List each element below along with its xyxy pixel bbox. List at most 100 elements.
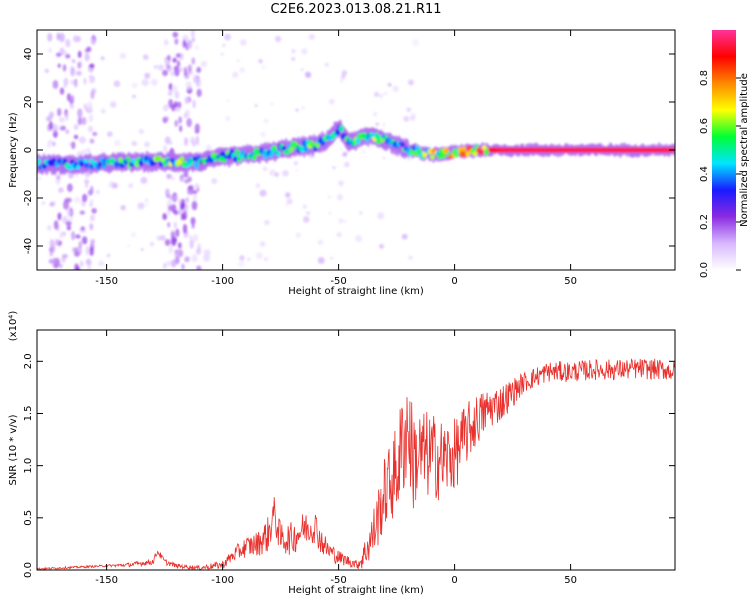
heatmap-ridge-cell (320, 139, 326, 146)
heatmap-noise-blob (177, 208, 182, 215)
heatmap-noise-blob (174, 38, 179, 45)
heatmap-noise-blob (176, 60, 181, 68)
heatmap-speckle (332, 166, 336, 170)
heatmap-speckle (344, 161, 350, 168)
heatmap-speckle (306, 211, 311, 215)
heatmap-noise-blob (191, 254, 198, 263)
colorbar-tick-label: 0.4 (699, 166, 710, 182)
snr-scale-label: (x10⁴) (8, 311, 19, 342)
heatmap-noise-blob (187, 40, 193, 49)
heatmap-ridge-cell (220, 151, 226, 157)
heatmap-ridge-cell (428, 148, 433, 155)
heatmap-y-tick-label: 20 (23, 96, 34, 109)
heatmap-speckle (387, 82, 392, 87)
heatmap-speckle (150, 78, 158, 86)
heatmap-ridge-cell (480, 149, 485, 155)
heatmap-noise-blob (168, 245, 173, 254)
heatmap-speckle (282, 170, 289, 177)
heatmap-speckle (258, 58, 263, 64)
heatmap-noise-blob (69, 99, 73, 105)
heatmap-speckle (261, 65, 266, 70)
heatmap-speckle (140, 247, 144, 252)
heatmap-noise-blob (65, 221, 72, 227)
heatmap-noise-blob (71, 231, 76, 241)
heatmap-speckle (327, 195, 331, 199)
heatmap-noise-blob (52, 123, 59, 133)
heatmap-noise-blob (90, 238, 95, 244)
heatmap-noise-blob (45, 116, 52, 122)
heatmap-ridge-cell (364, 136, 370, 142)
heatmap-noise-blob (164, 239, 171, 246)
heatmap-ridge-cell (413, 151, 419, 156)
heatmap-noise-blob (57, 107, 62, 117)
heatmap-noise-blob (190, 217, 196, 226)
heatmap-noise-blob (173, 221, 177, 229)
heatmap-noise-blob (189, 184, 195, 195)
heatmap-y-tick-label: 40 (23, 48, 34, 61)
heatmap-noise-blob (84, 172, 90, 178)
heatmap-speckle (236, 59, 240, 63)
heatmap-noise-blob (51, 141, 56, 147)
heatmap-y-tick-label: -40 (23, 238, 34, 254)
colorbar-tick-label: 0.6 (699, 118, 710, 134)
heatmap-noise-blob (49, 251, 53, 257)
heatmap-speckle (131, 82, 138, 89)
heatmap-noise-blob (77, 50, 82, 59)
heatmap-speckle (407, 79, 414, 86)
heatmap-y-label: Frequency (Hz) (8, 112, 19, 188)
heatmap-noise-blob (191, 37, 195, 43)
heatmap-speckle (285, 192, 291, 198)
heatmap-noise-blob (75, 266, 81, 270)
heatmap-noise-blob (75, 234, 81, 239)
heatmap-speckle (373, 91, 380, 97)
heatmap-speckle (239, 67, 246, 74)
heatmap-noise-blob (194, 129, 200, 134)
heatmap-speckle (222, 43, 226, 48)
heatmap-noise-blob (183, 113, 188, 119)
heatmap-speckle (330, 256, 334, 260)
heatmap-noise-blob (85, 258, 92, 266)
heatmap-speckle (119, 52, 127, 60)
snr-x-tick-label: -150 (95, 575, 118, 586)
snr-panel: -150 -100 -50 0 50 0.0 0.5 1.0 1.5 2.0 Height of… (8, 311, 676, 596)
heatmap-noise-blob (81, 237, 87, 242)
heatmap-noise-blob (162, 116, 168, 124)
heatmap-speckle (359, 211, 363, 215)
heatmap-speckle (274, 35, 282, 43)
heatmap-x-ticks: -150 -100 -50 0 50 (95, 30, 577, 287)
heatmap-ridge-cell (314, 141, 320, 149)
heatmap-noise-blob (69, 103, 75, 109)
heatmap-noise-blob (49, 239, 55, 248)
heatmap-y-tick-label: -20 (23, 190, 34, 206)
heatmap-noise-blob (72, 247, 77, 253)
heatmap-speckle (113, 80, 121, 88)
heatmap-speckle (100, 108, 106, 114)
heatmap-speckle (308, 33, 315, 41)
heatmap-speckle (361, 149, 366, 154)
heatmap-noise-blob (77, 61, 82, 69)
heatmap-speckle (106, 253, 111, 258)
heatmap-ridge-cell (335, 129, 341, 136)
heatmap-speckle (143, 141, 151, 148)
heatmap-speckle (120, 205, 126, 211)
heatmap-speckle (343, 151, 348, 156)
heatmap-noise-blob (54, 238, 60, 246)
heatmap-speckle (375, 122, 380, 127)
heatmap-noise-blob (81, 116, 87, 125)
heatmap-noise-blob (73, 124, 79, 131)
heatmap-ridge-cell (157, 155, 162, 162)
heatmap-speckle (255, 252, 263, 260)
heatmap-noise-blob (81, 193, 88, 203)
heatmap-speckle (239, 39, 247, 46)
heatmap-noise-blob (179, 67, 184, 72)
heatmap-noise-blob (164, 58, 170, 68)
heatmap-ridge-cell (134, 160, 140, 168)
heatmap-noise-blob (180, 177, 186, 183)
heatmap-noise-blob (182, 223, 188, 234)
heatmap-ridge-cell (285, 149, 290, 155)
heatmap-noise-blob (66, 225, 72, 231)
heatmap-noise-blob (166, 173, 172, 180)
heatmap-noise-blob (52, 79, 59, 89)
colorbar-ticks: 0.0 0.2 0.4 0.6 0.8 (699, 70, 741, 278)
